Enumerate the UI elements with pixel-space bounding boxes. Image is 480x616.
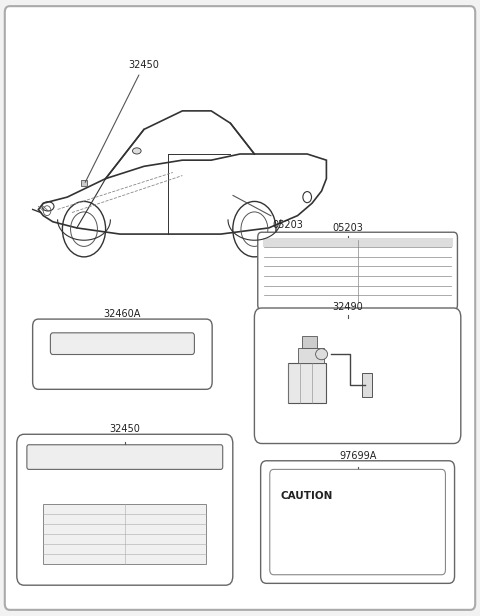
Bar xyxy=(298,348,324,363)
FancyBboxPatch shape xyxy=(254,308,461,444)
Text: 05203: 05203 xyxy=(333,223,363,233)
Bar xyxy=(362,373,372,397)
Bar xyxy=(263,238,453,247)
FancyBboxPatch shape xyxy=(258,232,457,310)
FancyBboxPatch shape xyxy=(270,469,445,575)
Text: CAUTION: CAUTION xyxy=(281,491,333,501)
Text: 97699A: 97699A xyxy=(339,451,376,461)
Ellipse shape xyxy=(316,349,327,360)
FancyBboxPatch shape xyxy=(17,434,233,585)
Bar xyxy=(43,504,206,564)
Bar xyxy=(302,336,317,348)
Ellipse shape xyxy=(132,148,141,154)
FancyBboxPatch shape xyxy=(50,333,194,355)
Bar xyxy=(81,180,87,186)
FancyBboxPatch shape xyxy=(5,6,475,610)
Text: 32490: 32490 xyxy=(333,302,363,312)
Text: 32460A: 32460A xyxy=(104,309,141,319)
Bar xyxy=(288,363,326,403)
FancyBboxPatch shape xyxy=(27,445,223,469)
Text: 32450: 32450 xyxy=(85,60,159,182)
FancyBboxPatch shape xyxy=(261,461,455,583)
Text: 05203: 05203 xyxy=(233,195,303,230)
Text: 32450: 32450 xyxy=(109,424,140,434)
FancyBboxPatch shape xyxy=(33,319,212,389)
